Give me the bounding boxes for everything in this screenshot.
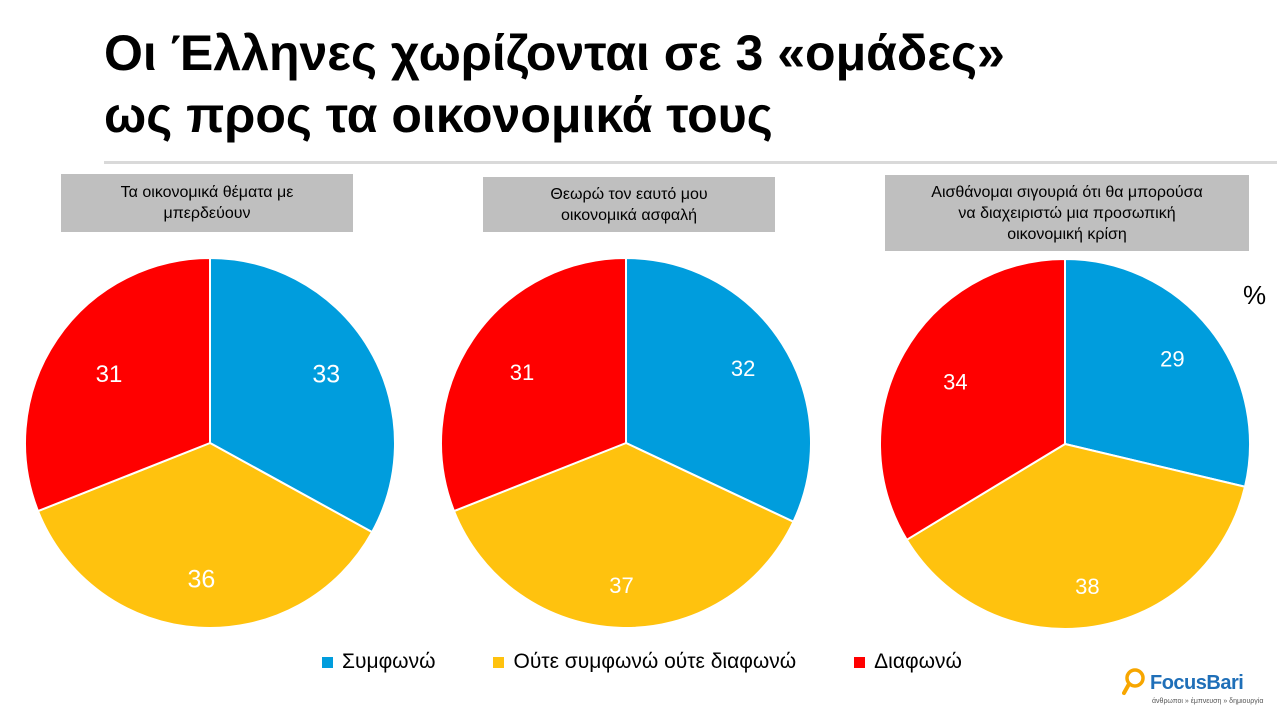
chart-2-title-line-2: οικονομικά ασφαλή: [561, 206, 697, 224]
chart-1-title-line-1: Τα οικονομικά θέματα με: [120, 184, 294, 201]
pie-2-slice-disagree: [440, 256, 627, 513]
pie-1-slice-disagree: [24, 256, 211, 513]
legend: Συμφωνώ Ούτε συμφωνώ ούτε διαφωνώ Διαφων…: [322, 650, 962, 674]
chart-3-title: Αισθάνομαι σιγουριά ότι θα μπορούσα να δ…: [885, 175, 1249, 251]
legend-label-agree: Συμφωνώ: [342, 650, 436, 673]
legend-swatch-neutral: [493, 656, 505, 668]
pie-1-label-disagree: 31: [96, 361, 123, 388]
pie-2-label-agree: 32: [731, 356, 755, 381]
logo-tagline: άνθρωποι » έμπνευση » δημιουργία: [1152, 698, 1264, 705]
title-line-1: Οι Έλληνες χωρίζονται σε 3 «ομάδες»: [104, 25, 1005, 81]
pie-2-label-disagree: 31: [510, 360, 534, 385]
magnifier-icon: [1122, 668, 1145, 695]
pie-3-slice-disagree: [879, 257, 1066, 542]
chart-2-title: Θεωρώ τον εαυτό μου οικονομικά ασφαλή: [483, 177, 775, 232]
pie-chart-2: 32 37 31: [440, 256, 812, 629]
pie-chart-1: 33 36 31: [24, 256, 396, 629]
legend-item-agree: Συμφωνώ: [322, 650, 435, 674]
logo-wordmark: FocusBari: [1150, 672, 1244, 694]
legend-label-disagree: Διαφωνώ: [874, 650, 962, 673]
chart-1-title: Τα οικονομικά θέματα με μπερδεύουν: [61, 174, 353, 232]
pie-2-slice-agree: [625, 256, 812, 524]
legend-swatch-disagree: [854, 656, 866, 668]
chart-3-title-line-2: να διαχειριστώ μια προσωπική: [958, 204, 1176, 222]
pie-3-label-agree: 29: [1160, 347, 1184, 372]
pie-1-slice-neutral: [36, 441, 374, 629]
pie-1-slice-agree: [209, 256, 396, 534]
pie-1-label-agree: 33: [312, 360, 340, 388]
legend-swatch-agree: [322, 656, 333, 668]
pie-3-slice-agree: [1064, 257, 1251, 488]
legend-label-neutral: Ούτε συμφωνώ ούτε διαφωνώ: [513, 650, 797, 673]
title-divider: [104, 161, 1277, 164]
chart-1-title-line-2: μπερδεύουν: [163, 205, 251, 222]
title-line-2: ως προς τα οικονομικά τους: [104, 87, 773, 143]
pie-2-label-neutral: 37: [609, 573, 633, 598]
pie-3-label-disagree: 34: [943, 370, 967, 395]
legend-item-neutral: Ούτε συμφωνώ ούτε διαφωνώ: [493, 650, 796, 674]
page-title: Οι Έλληνες χωρίζονται σε 3 «ομάδες» ως π…: [104, 22, 1254, 146]
pie-chart-3: 29 38 34: [879, 257, 1251, 630]
unit-label: %: [1243, 280, 1267, 310]
chart-3-title-line-3: οικονομική κρίση: [1007, 225, 1127, 243]
focusbari-logo: FocusBari άνθρωποι » έμπνευση » δημιουργ…: [1122, 668, 1264, 712]
legend-item-disagree: Διαφωνώ: [854, 650, 962, 674]
pie-3-label-neutral: 38: [1075, 574, 1099, 599]
pie-3-slice-neutral: [905, 442, 1247, 630]
chart-2-title-line-1: Θεωρώ τον εαυτό μου: [550, 185, 708, 203]
pie-1-label-neutral: 36: [187, 566, 215, 594]
pie-2-slice-neutral: [452, 441, 795, 629]
chart-3-title-line-1: Αισθάνομαι σιγουριά ότι θα μπορούσα: [931, 183, 1203, 201]
